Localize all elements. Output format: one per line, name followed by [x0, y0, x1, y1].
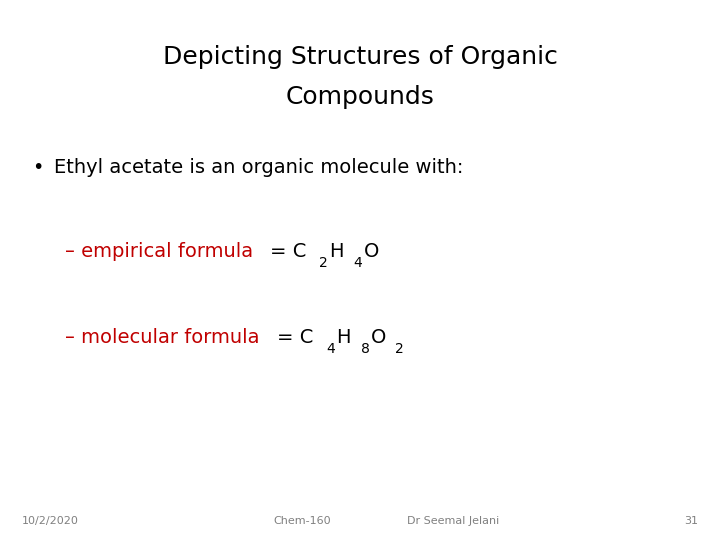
Text: H: H — [329, 241, 343, 261]
Text: O: O — [364, 241, 379, 261]
Text: Compounds: Compounds — [286, 85, 434, 109]
Text: 31: 31 — [685, 516, 698, 526]
Text: •: • — [32, 158, 44, 177]
Text: 2: 2 — [395, 342, 404, 356]
Text: Ethyl acetate is an organic molecule with:: Ethyl acetate is an organic molecule wit… — [54, 158, 464, 177]
Text: 8: 8 — [361, 342, 369, 356]
Text: H: H — [336, 328, 351, 347]
Text: 10/2/2020: 10/2/2020 — [22, 516, 78, 526]
Text: O: O — [371, 328, 386, 347]
Text: Depicting Structures of Organic: Depicting Structures of Organic — [163, 45, 557, 69]
Text: = C: = C — [277, 328, 314, 347]
Text: Chem-160: Chem-160 — [274, 516, 331, 526]
Text: – empirical formula: – empirical formula — [65, 241, 259, 261]
Text: 4: 4 — [354, 256, 362, 270]
Text: – molecular formula: – molecular formula — [65, 328, 266, 347]
Text: = C: = C — [270, 241, 307, 261]
Text: 4: 4 — [326, 342, 335, 356]
Text: 2: 2 — [319, 256, 328, 270]
Text: Dr Seemal Jelani: Dr Seemal Jelani — [408, 516, 500, 526]
